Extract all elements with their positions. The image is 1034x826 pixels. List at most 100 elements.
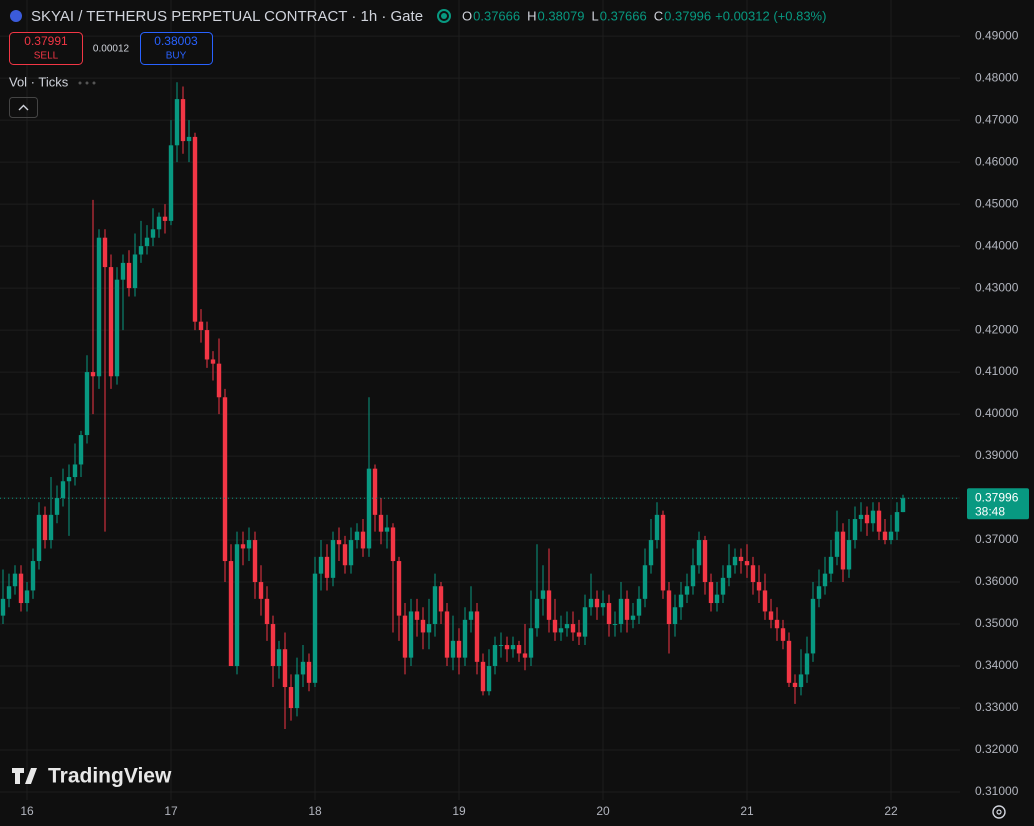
indicator-dots <box>78 81 96 85</box>
x-tick-label: 21 <box>740 804 754 818</box>
candle-body <box>576 632 582 637</box>
candle-body <box>126 262 132 289</box>
candle-body <box>888 531 894 541</box>
candle-body <box>402 615 408 658</box>
candle-body <box>336 540 342 545</box>
ohlc-key: L <box>592 8 599 23</box>
candle-body <box>804 653 810 675</box>
candle-body <box>750 565 756 583</box>
candle-body <box>330 540 336 578</box>
candle-body <box>210 359 216 364</box>
y-tick-label: 0.45000 <box>975 196 1019 210</box>
candle-body <box>252 540 258 583</box>
candle-body <box>462 619 468 658</box>
candle-body <box>12 573 18 587</box>
ohlc-value: 0.37666 <box>600 8 647 23</box>
candle-body <box>498 645 504 647</box>
y-tick-label: 0.40000 <box>975 406 1019 420</box>
candle-body <box>90 372 96 377</box>
y-tick-label: 0.46000 <box>975 154 1019 168</box>
candle-body <box>246 540 252 549</box>
candle-body <box>84 372 90 436</box>
settings-icon[interactable] <box>992 805 1006 819</box>
candle-body <box>378 514 384 532</box>
chart-title[interactable]: SKYAI / TETHERUS PERPETUAL CONTRACT · 1h… <box>31 8 423 25</box>
candle-body <box>696 540 702 566</box>
candle-body <box>174 99 180 146</box>
candle-body <box>138 246 144 255</box>
candle-body <box>822 573 828 587</box>
candle-body <box>678 594 684 608</box>
candle-body <box>192 136 198 322</box>
candle-body <box>630 615 636 620</box>
candle-body <box>762 590 768 612</box>
buy-price: 0.38003 <box>154 34 198 48</box>
y-tick-label: 0.35000 <box>975 616 1019 630</box>
collapse-icon <box>18 104 29 111</box>
candle-body <box>300 661 306 675</box>
candle-body <box>450 640 456 658</box>
x-tick-label: 16 <box>20 804 34 818</box>
candle-body <box>546 590 552 620</box>
candle-body <box>480 661 486 692</box>
collapse-button[interactable] <box>9 97 38 118</box>
candle-body <box>690 565 696 587</box>
candle-body <box>426 624 432 633</box>
indicator-label[interactable]: Vol · Ticks <box>9 74 69 89</box>
x-tick-label: 18 <box>308 804 322 818</box>
y-tick-label: 0.44000 <box>975 238 1019 252</box>
candle-body <box>516 645 522 654</box>
candle-body <box>648 540 654 566</box>
candle-body <box>66 477 72 482</box>
logo-mark <box>12 768 37 784</box>
candle-body <box>396 561 402 616</box>
last-price-label: 0.37996 <box>975 490 1019 504</box>
candle-body <box>204 330 210 360</box>
price-change: +0.00312 (+0.83%) <box>715 8 826 23</box>
candle-body <box>510 645 516 650</box>
candle-body <box>840 531 846 570</box>
candle-body <box>780 628 786 641</box>
ohlc-value: 0.38079 <box>538 8 585 23</box>
candle-body <box>654 514 660 541</box>
candle-body <box>852 519 858 541</box>
sell-button[interactable] <box>9 32 83 65</box>
candle-body <box>222 397 228 562</box>
candle-body <box>18 573 24 604</box>
status-ring <box>437 9 451 23</box>
candle-body <box>30 561 36 591</box>
candle-body <box>78 435 84 465</box>
candles <box>0 82 960 730</box>
candle-body <box>372 468 378 515</box>
candle-body <box>216 363 222 398</box>
candle-body <box>360 531 366 549</box>
ohlc-key: H <box>527 8 536 23</box>
candle-body <box>108 267 114 377</box>
candle-body <box>732 556 738 566</box>
candle-body <box>624 598 630 620</box>
candle-body <box>816 586 822 599</box>
candle-body <box>366 468 372 549</box>
candle-body <box>870 510 876 524</box>
last-price-tag <box>967 488 1029 520</box>
candle-body <box>702 540 708 583</box>
candle-body <box>276 649 282 667</box>
y-tick-label: 0.43000 <box>975 280 1019 294</box>
candle-body <box>198 321 204 331</box>
candle-body <box>264 598 270 625</box>
candle-body <box>0 598 6 616</box>
candle-body <box>672 607 678 625</box>
candle-body <box>810 598 816 654</box>
candle-body <box>444 611 450 658</box>
buy-button[interactable] <box>140 32 213 65</box>
candle-body <box>102 237 108 268</box>
candle-body <box>150 229 156 238</box>
candle-body <box>636 598 642 616</box>
candle-body <box>774 619 780 629</box>
x-tick-label: 20 <box>596 804 610 818</box>
y-tick-label: 0.47000 <box>975 112 1019 126</box>
candle-body <box>342 544 348 566</box>
candle-body <box>744 561 750 566</box>
